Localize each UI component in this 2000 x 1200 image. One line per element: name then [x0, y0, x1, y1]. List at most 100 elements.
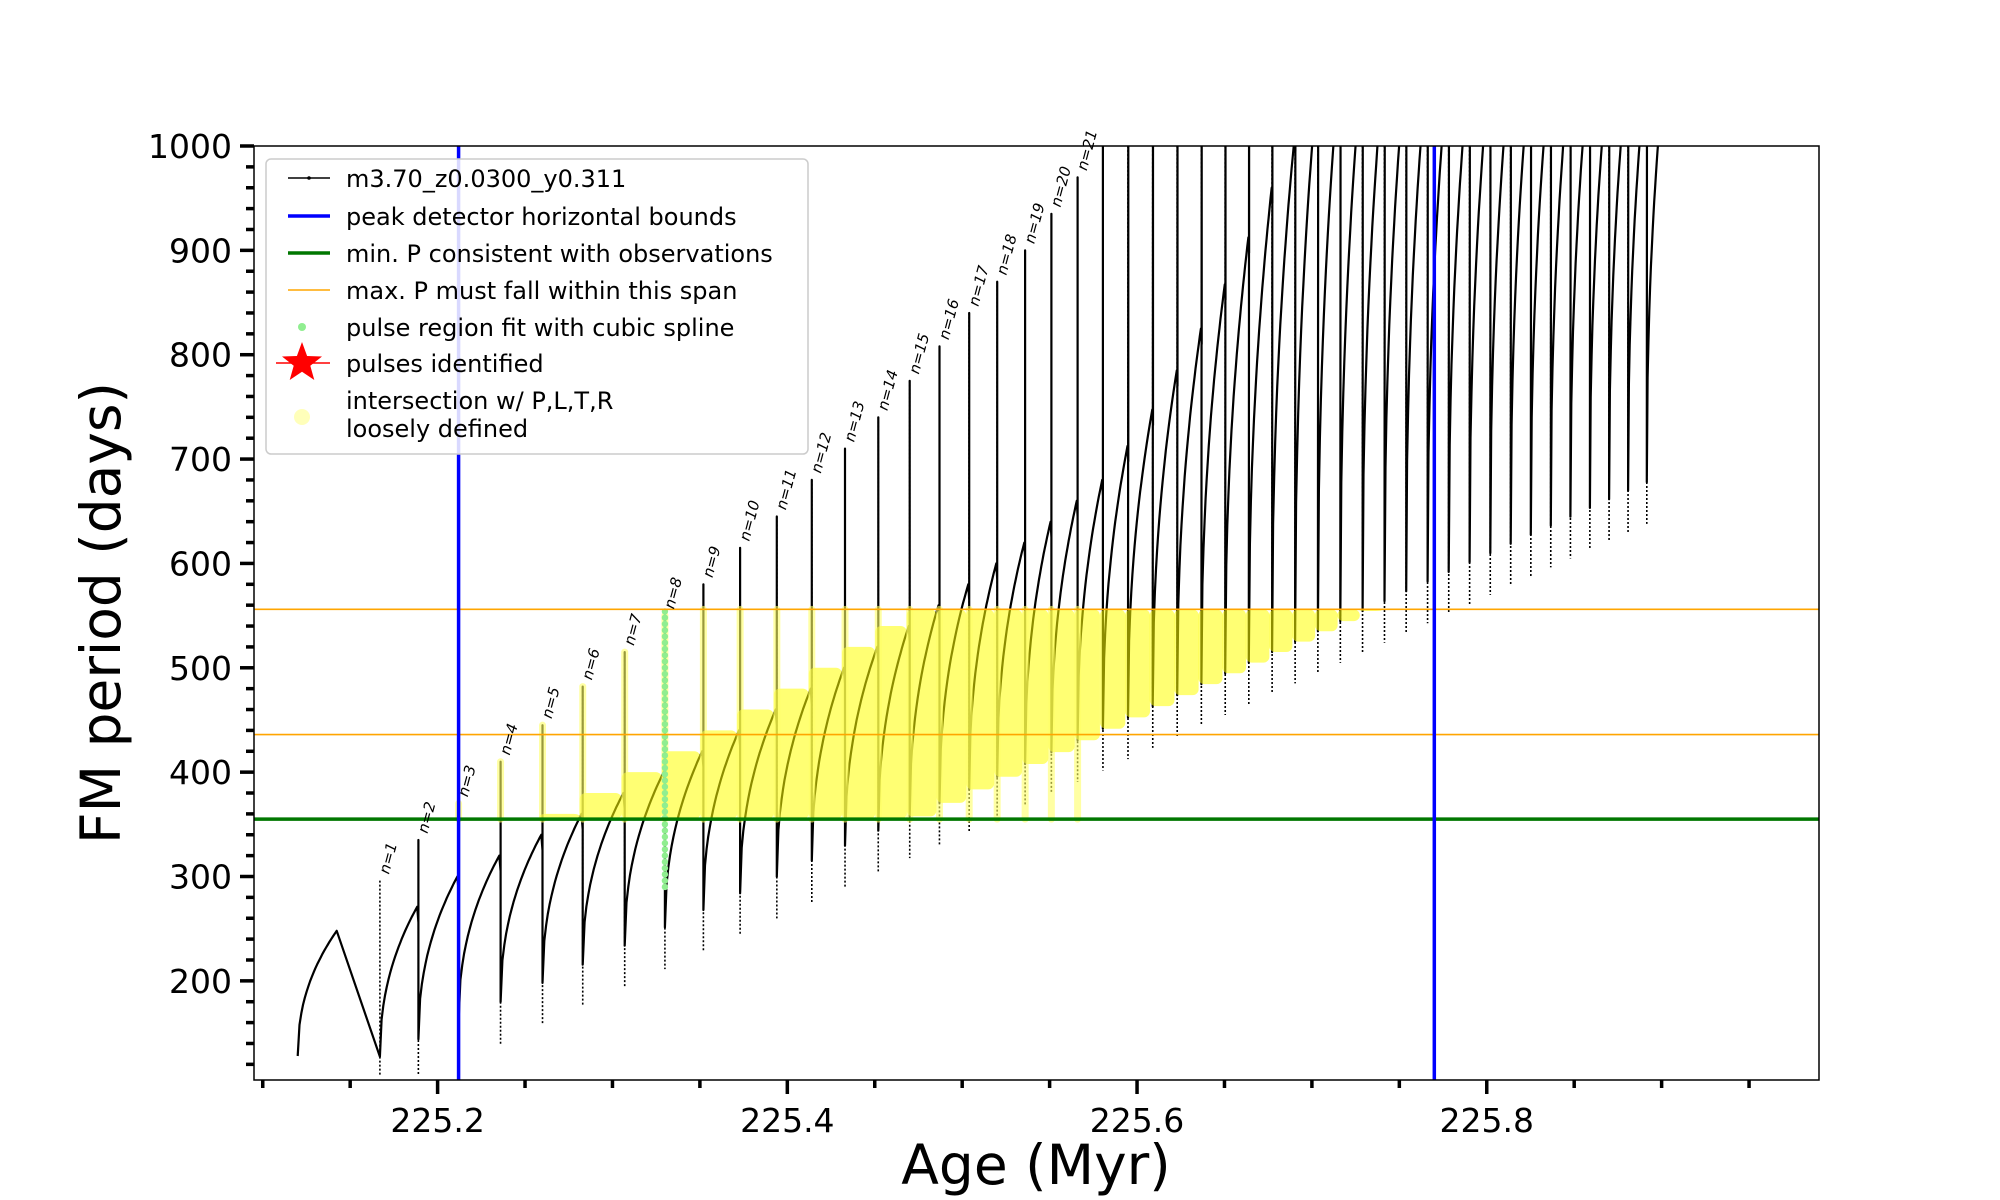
spline-point [661, 683, 669, 690]
x-tick-label: 225.2 [390, 1101, 484, 1140]
spline-point [661, 670, 669, 678]
legend-marker-black-dot [307, 176, 311, 180]
intersection-band [579, 793, 622, 820]
spline-point [661, 652, 669, 659]
spline-point [661, 839, 669, 847]
spline-point [661, 708, 669, 715]
y-axis: 200 300 400 500 600 700 800 900 1000 [148, 127, 254, 1067]
y-tick-label: 800 [169, 336, 232, 375]
legend-item-intersection: intersection w/ P,L,T,R loosely defined [294, 387, 613, 443]
spline-point [661, 689, 669, 697]
spline-point [661, 627, 669, 634]
intersection-band [1198, 609, 1223, 685]
intersection-band [875, 626, 907, 820]
legend-item-pulses: pulses identified [276, 342, 544, 380]
spline-point [661, 883, 669, 891]
legend-marker-red-star-icon [282, 342, 322, 380]
spline-point [661, 877, 669, 884]
spline-point [661, 852, 669, 859]
intersection-band [1174, 609, 1199, 696]
cubic-spline-pulse-region [661, 608, 669, 891]
legend-label: peak detector horizontal bounds [346, 203, 737, 231]
intersection-band [1337, 609, 1360, 622]
intersection-band [1222, 609, 1247, 674]
spline-point [661, 695, 669, 703]
legend-label: max. P must fall within this span [346, 277, 737, 305]
intersection-band [1099, 609, 1126, 729]
spline-point [661, 739, 669, 747]
spline-point [661, 871, 669, 878]
intersection-band [621, 772, 662, 820]
spline-point [661, 821, 669, 828]
y-tick-label: 1000 [148, 127, 232, 166]
intersection-band [1314, 609, 1338, 632]
spline-point [661, 633, 669, 640]
plot-frame [253, 145, 1820, 1081]
legend-label: m3.70_z0.0300_y0.311 [346, 165, 626, 193]
y-tick-label: 600 [169, 544, 232, 583]
legend-label: min. P consistent with observations [346, 240, 773, 268]
legend-item-max-period: max. P must fall within this span [288, 277, 737, 305]
spline-point [661, 714, 669, 722]
x-tick-label: 225.6 [1090, 1101, 1184, 1140]
spline-point [661, 771, 669, 778]
intersection-band [1124, 609, 1151, 718]
spline-point [661, 796, 669, 803]
intersection-band [700, 730, 738, 820]
legend-marker-lightgreen-dot [298, 323, 306, 331]
spline-point [661, 758, 669, 765]
y-tick-label: 700 [169, 440, 232, 479]
spline-point [661, 745, 669, 753]
spline-point [661, 727, 669, 734]
x-tick-label: 225.4 [740, 1101, 834, 1140]
y-tick-label: 200 [169, 962, 232, 1001]
spline-point [661, 802, 669, 809]
spline-point [661, 764, 669, 772]
intersection-band [1245, 609, 1270, 663]
spline-point [661, 789, 669, 797]
y-tick-label: 400 [169, 753, 232, 792]
intersection-band [808, 667, 843, 820]
spline-point [661, 808, 669, 816]
spline-point [661, 702, 669, 709]
data-layer [254, 146, 1819, 1080]
intersection-band [906, 609, 937, 817]
spline-point [661, 720, 669, 728]
intersection-band [1292, 609, 1316, 642]
spline-point [661, 664, 669, 671]
intersection-band [842, 646, 876, 820]
legend: m3.70_z0.0300_y0.311 peak detector horiz… [265, 158, 809, 455]
legend-label-line2: loosely defined [346, 415, 528, 443]
legend-item-min-period: min. P consistent with observations [288, 240, 773, 268]
x-axis: 225.2 225.4 225.6 225.8 [260, 1080, 1751, 1140]
spline-point [661, 827, 669, 834]
intersection-band [1048, 609, 1075, 753]
intersection-band [1269, 609, 1293, 653]
y-tick-label: 300 [169, 858, 232, 897]
spline-point [661, 614, 669, 621]
spline-point [661, 864, 669, 872]
intersection-band [966, 609, 995, 790]
x-axis-title: Age (Myr) [901, 1133, 1170, 1197]
intersection-band [936, 609, 967, 803]
spline-point [661, 833, 669, 841]
spline-point [661, 677, 669, 684]
y-tick-label: 500 [169, 649, 232, 688]
spline-point [661, 620, 669, 628]
spline-point [661, 639, 669, 646]
intersection-region [455, 605, 1382, 823]
spline-point [661, 658, 669, 665]
y-axis-title: FM period (days) [69, 382, 133, 844]
legend-box [265, 158, 809, 455]
legend-label: pulse region fit with cubic spline [346, 314, 734, 342]
spline-point [661, 783, 669, 790]
spline-point [661, 645, 669, 653]
spline-point [661, 777, 669, 784]
intersection-band [1022, 609, 1049, 765]
legend-label-line1: intersection w/ P,L,T,R [346, 387, 613, 415]
intersection-band [1149, 609, 1175, 707]
spline-point [661, 858, 669, 866]
legend-item-peak-bounds: peak detector horizontal bounds [288, 203, 737, 231]
legend-item-spline: pulse region fit with cubic spline [298, 314, 734, 342]
